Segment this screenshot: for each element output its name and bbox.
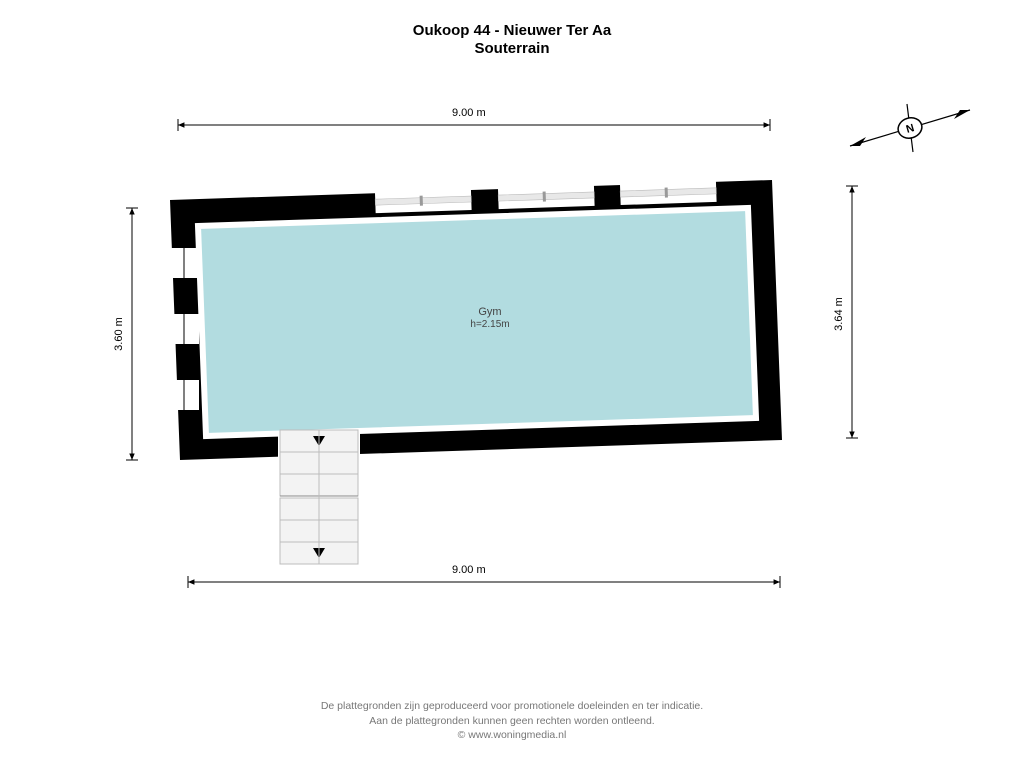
dim-right-label: 3.64 m [833,297,845,331]
room-label: Gym h=2.15m [460,306,520,330]
floorplan-canvas: N [0,0,1024,768]
footer-line3: © www.woningmedia.nl [0,728,1024,742]
dim-top-label: 9.00 m [452,107,486,119]
footer-line1: De plattegronden zijn geproduceerd voor … [0,699,1024,713]
dim-left-label: 3.60 m [113,317,125,351]
footer-line2: Aan de plattegronden kunnen geen rechten… [0,714,1024,728]
dim-bottom-label: 9.00 m [452,564,486,576]
room-name: Gym [460,306,520,318]
footer: De plattegronden zijn geproduceerd voor … [0,699,1024,742]
room-height: h=2.15m [460,319,520,330]
